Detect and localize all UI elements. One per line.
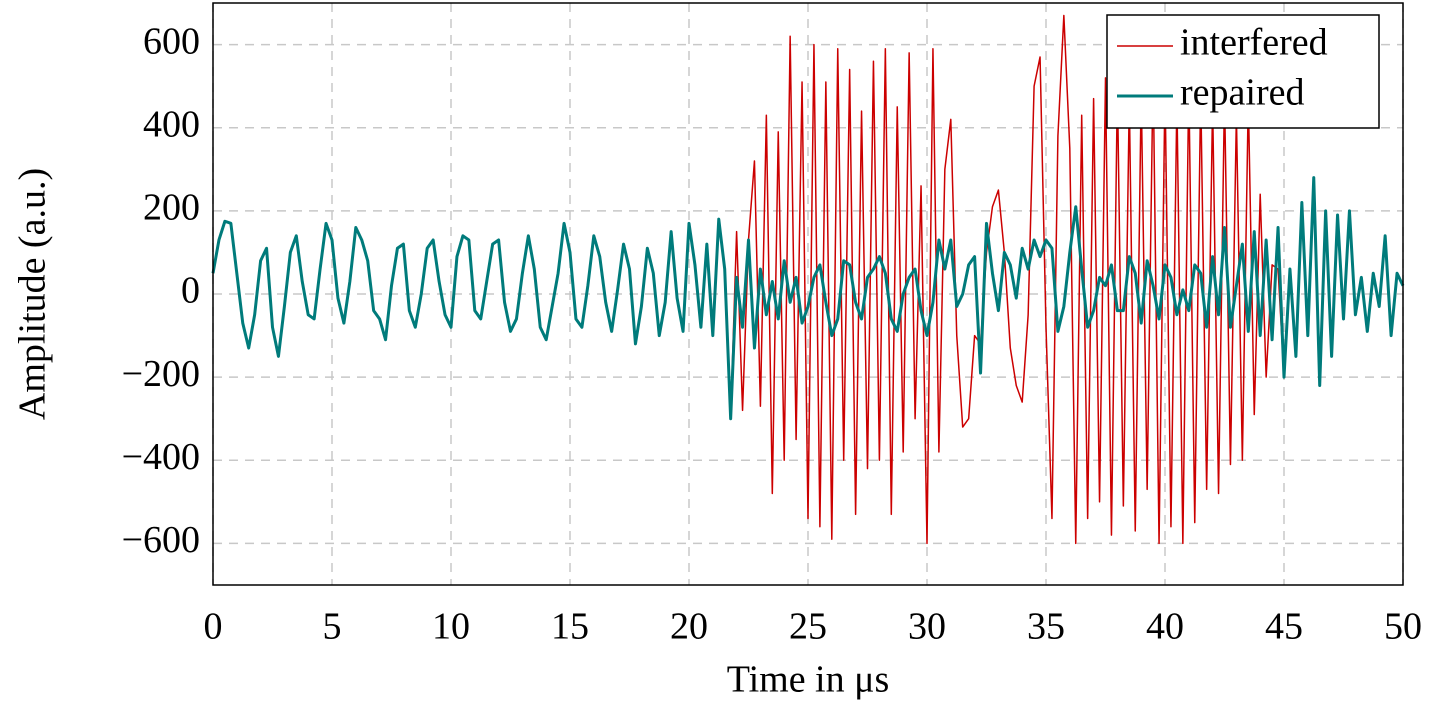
y-tick-label: 600 [143,20,200,62]
x-tick-label: 5 [323,606,342,648]
y-tick-label: 200 [143,187,200,229]
y-tick-label: −600 [122,519,200,561]
y-tick-label: −200 [122,353,200,395]
legend-label: repaired [1180,72,1304,114]
y-tick-label: 0 [181,270,200,312]
x-tick-label: 45 [1265,606,1303,648]
y-tick-label: 400 [143,103,200,145]
x-tick-label: 10 [432,606,470,648]
x-tick-label: 50 [1384,606,1422,648]
y-axis-label: Amplitude (a.u.) [12,168,54,420]
x-tick-label: 30 [908,606,946,648]
x-tick-label: 20 [670,606,708,648]
line-series [211,176,1405,421]
legend-box [1106,14,1380,129]
legend-label: interfered [1180,22,1328,64]
x-tick-label: 35 [1027,606,1065,648]
x-axis-label: Time in μs [727,659,890,701]
plot-frame [212,2,1404,586]
x-tick-label: 0 [204,606,223,648]
x-tick-label: 25 [789,606,827,648]
y-tick-label: −400 [122,436,200,478]
x-tick-label: 15 [551,606,589,648]
x-tick-label: 40 [1146,606,1184,648]
